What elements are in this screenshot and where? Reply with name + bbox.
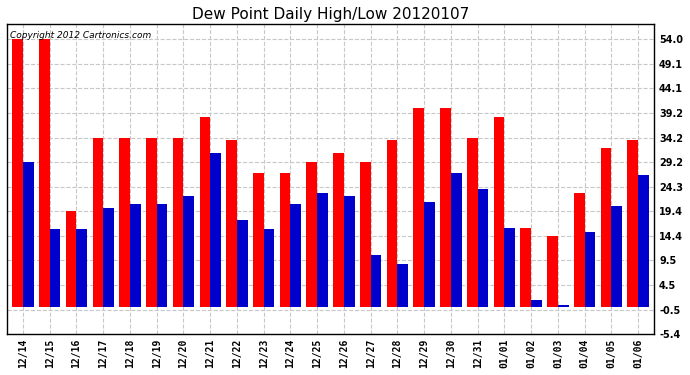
Bar [371,255,382,307]
Bar [397,264,408,307]
Bar [531,300,542,307]
Bar [226,140,237,307]
Bar [547,236,558,307]
Bar [440,108,451,307]
Bar [344,195,355,307]
Bar [477,189,489,307]
Bar [264,229,275,307]
Bar [360,162,371,307]
Bar [413,108,424,307]
Bar [333,153,344,307]
Bar [494,117,504,307]
Bar [584,232,595,307]
Bar [306,162,317,307]
Bar [467,138,477,307]
Bar [12,39,23,307]
Bar [611,206,622,307]
Bar [574,193,584,307]
Bar [157,204,168,307]
Bar [210,153,221,307]
Bar [253,173,264,307]
Bar [184,195,194,307]
Text: Copyright 2012 Cartronics.com: Copyright 2012 Cartronics.com [10,31,151,40]
Bar [520,228,531,307]
Bar [504,228,515,307]
Bar [39,39,50,307]
Bar [77,229,87,307]
Bar [627,140,638,307]
Bar [237,220,248,307]
Bar [451,173,462,307]
Bar [638,175,649,307]
Bar [92,138,104,307]
Bar [558,304,569,307]
Title: Dew Point Daily High/Low 20120107: Dew Point Daily High/Low 20120107 [192,7,469,22]
Bar [279,173,290,307]
Bar [23,162,34,307]
Bar [119,138,130,307]
Bar [146,138,157,307]
Bar [66,211,77,307]
Bar [386,140,397,307]
Bar [130,204,141,307]
Bar [601,148,611,307]
Bar [424,202,435,307]
Bar [290,204,301,307]
Bar [172,138,184,307]
Bar [199,117,210,307]
Bar [104,208,114,307]
Bar [50,229,61,307]
Bar [317,193,328,307]
